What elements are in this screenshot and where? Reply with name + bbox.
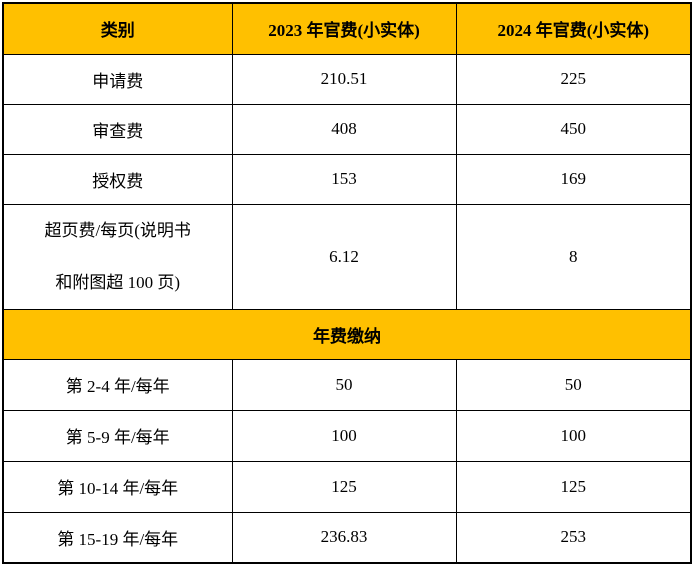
table-row-grant-fee: 授权费 153 169 (2, 153, 692, 205)
row-label: 第 10-14 年/每年 (2, 460, 233, 513)
fee-2024-cell: 450 (455, 103, 692, 155)
row-label: 申请费 (2, 53, 233, 105)
table-row-excess-page-fee: 超页费/每页(说明书 和附图超 100 页) 6.12 8 (2, 203, 692, 310)
row-label: 第 5-9 年/每年 (2, 409, 233, 462)
header-category: 类别 (2, 2, 233, 55)
table-row-annuity-years-10-14: 第 10-14 年/每年 125 125 (2, 460, 692, 513)
fee-2024-cell: 225 (455, 53, 692, 105)
fee-2023-cell: 125 (231, 460, 457, 513)
table-row-examination-fee: 审查费 408 450 (2, 103, 692, 155)
fee-2024-cell: 169 (455, 153, 692, 205)
table-row-application-fee: 申请费 210.51 225 (2, 53, 692, 105)
table-header-row: 类别 2023 年官费(小实体) 2024 年官费(小实体) (2, 2, 692, 55)
fee-2024-cell: 253 (455, 511, 692, 564)
table-row-annuity-years-5-9: 第 5-9 年/每年 100 100 (2, 409, 692, 462)
row-label: 超页费/每页(说明书 和附图超 100 页) (2, 203, 233, 310)
fee-2023-cell: 408 (231, 103, 457, 155)
section-header-label: 年费缴纳 (2, 308, 692, 360)
fee-2023-cell: 153 (231, 153, 457, 205)
fee-2024-cell: 125 (455, 460, 692, 513)
fee-2023-cell: 210.51 (231, 53, 457, 105)
section-header-row-annuity: 年费缴纳 (2, 308, 692, 360)
row-label: 授权费 (2, 153, 233, 205)
row-label: 第 2-4 年/每年 (2, 358, 233, 411)
row-label: 审查费 (2, 103, 233, 155)
fee-2024-cell: 100 (455, 409, 692, 462)
table-row-annuity-years-15-19: 第 15-19 年/每年 236.83 253 (2, 511, 692, 564)
fee-2023-cell: 100 (231, 409, 457, 462)
table-row-annuity-years-2-4: 第 2-4 年/每年 50 50 (2, 358, 692, 411)
row-label: 第 15-19 年/每年 (2, 511, 233, 564)
fee-2024-cell: 50 (455, 358, 692, 411)
header-fee-2023: 2023 年官费(小实体) (231, 2, 457, 55)
header-fee-2024: 2024 年官费(小实体) (455, 2, 692, 55)
fee-2023-cell: 6.12 (231, 203, 457, 310)
fee-2024-cell: 8 (455, 203, 692, 310)
fee-2023-cell: 50 (231, 358, 457, 411)
fee-2023-cell: 236.83 (231, 511, 457, 564)
